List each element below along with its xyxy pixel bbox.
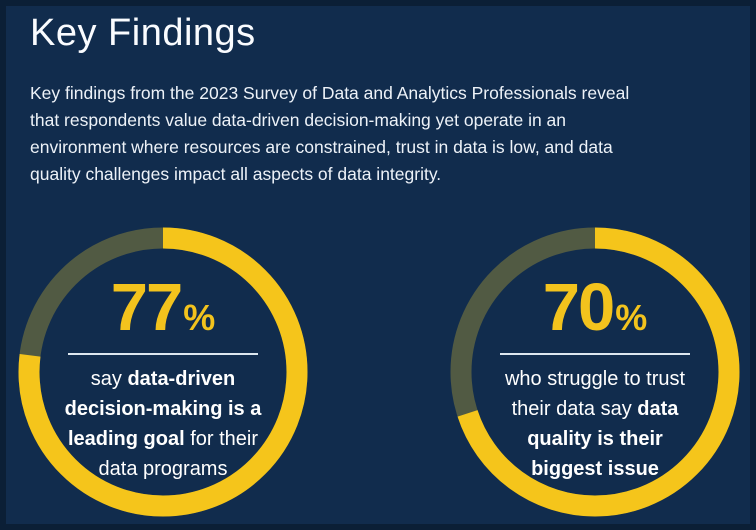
caption-segment: data-driven <box>127 368 236 390</box>
donut-value-arc <box>18 227 308 517</box>
caption-line: say data-driven <box>18 364 308 394</box>
caption-segment: data programs <box>98 458 228 480</box>
caption-line: their data say data <box>450 394 740 424</box>
caption-line: who struggle to trust <box>450 364 740 394</box>
caption-line: data programs <box>18 454 308 484</box>
caption-line: leading goal for their <box>18 424 308 454</box>
caption-line: decision-making is a <box>18 394 308 424</box>
donut-chart-70: 70 % who struggle to trust their data sa… <box>450 227 740 517</box>
stat-caption: who struggle to trust their data say dat… <box>450 364 740 484</box>
intro-paragraph: Key findings from the 2023 Survey of Dat… <box>30 83 630 184</box>
caption-segment: leading goal <box>67 428 185 450</box>
caption-line: biggest issue <box>450 454 740 484</box>
caption-segment: data <box>637 398 679 420</box>
caption-segment: quality is their <box>527 428 663 450</box>
stat-value: 77 % <box>18 274 308 341</box>
divider-line <box>68 353 258 355</box>
donut-value-arc <box>450 227 740 517</box>
donut-center-content: 70 % who struggle to trust their data sa… <box>450 227 740 517</box>
page-title: Key Findings <box>30 12 256 54</box>
caption-segment: their data say <box>511 398 638 420</box>
donut-ring <box>18 227 308 517</box>
percent-sign: % <box>183 297 216 338</box>
stat-caption: say data-driven decision-making is a lea… <box>18 364 308 484</box>
stat-number: 70 <box>542 270 616 345</box>
caption-segment: who struggle to trust <box>504 368 686 390</box>
caption-line: quality is their <box>450 424 740 454</box>
caption-segment: for their <box>184 428 259 450</box>
caption-segment: say <box>90 368 128 390</box>
caption-segment: decision-making is a <box>64 398 262 420</box>
donut-center-content: 77 % say data-driven decision-making is … <box>18 227 308 517</box>
donut-ring <box>450 227 740 517</box>
caption-segment: biggest issue <box>531 458 659 480</box>
donut-chart-77: 77 % say data-driven decision-making is … <box>18 227 308 517</box>
stat-value: 70 % <box>450 274 740 341</box>
divider-line <box>500 353 690 355</box>
stat-number: 77 <box>110 270 184 345</box>
percent-sign: % <box>615 297 648 338</box>
